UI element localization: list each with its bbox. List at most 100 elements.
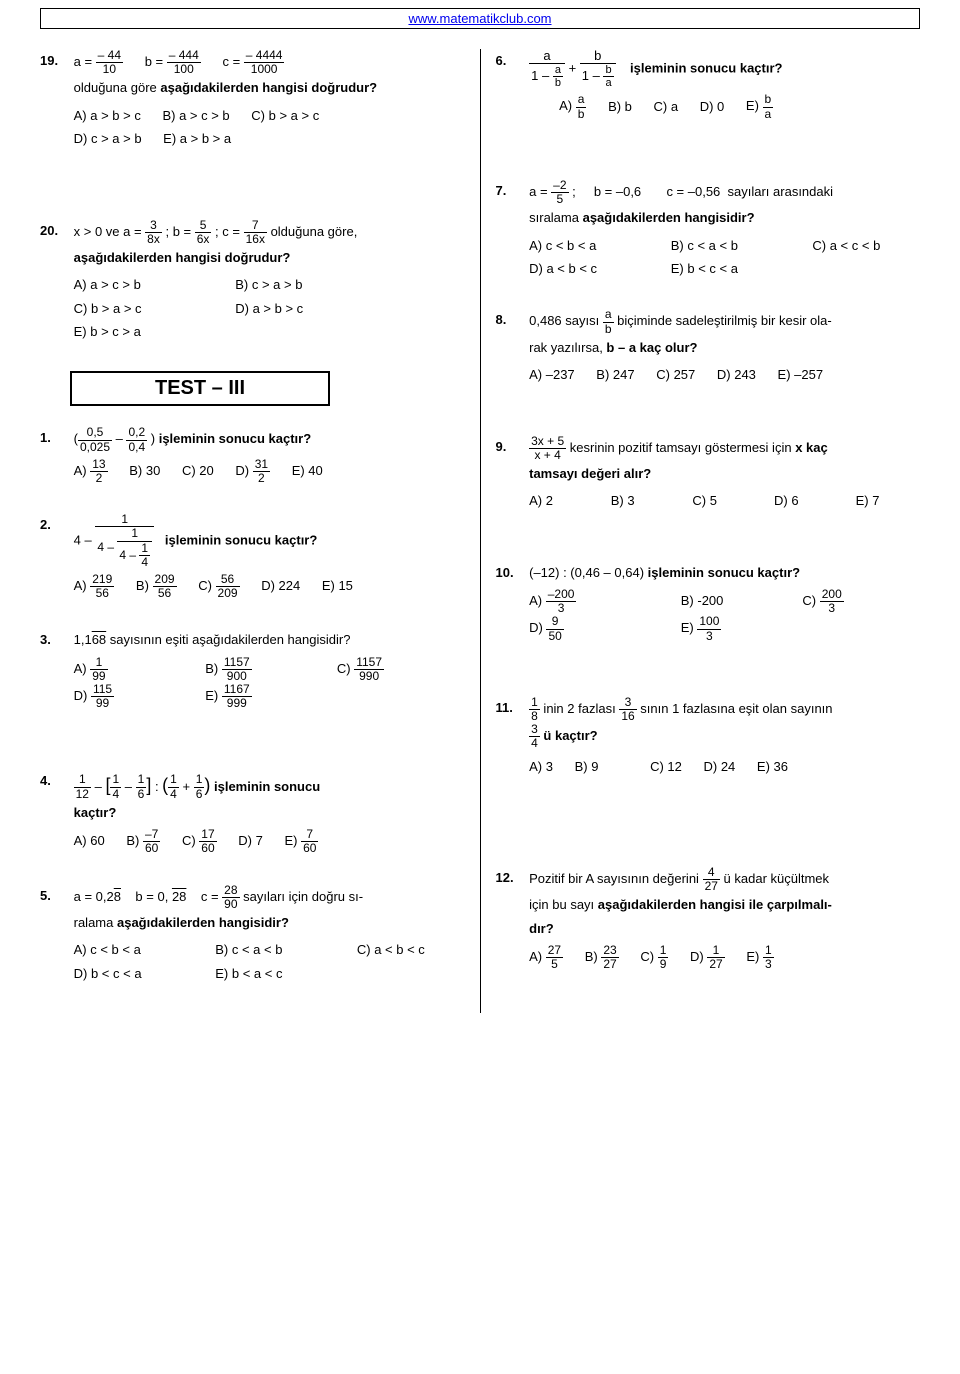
t4-body: 112 – [14 – 16] : (14 + 16) işleminin so… [74,769,464,856]
t2-B: B) 20956 [136,573,177,600]
q8-D: D) 243 [717,363,756,386]
q20-B: B) c > a > b [235,273,302,296]
q9-D: D) 6 [774,489,834,512]
q10-D: D) 950 [529,615,659,642]
t4-A: A) 60 [74,829,105,852]
question-t1: 1. (0,50,025 – 0,20,4 ) işleminin sonucu… [40,426,465,485]
q7-body: a = –25 ; b = –0,6 c = –0,56 sayıları ar… [529,179,919,281]
question-9: 9. 3x + 5x + 4 kesrinin pozitif tamsayı … [496,435,921,513]
q9-E: E) 7 [856,489,880,512]
q8-number: 8. [496,308,526,331]
t3-C: C) 1157990 [337,656,384,683]
t4-B: B) –760 [126,828,160,855]
question-7: 7. a = –25 ; b = –0,6 c = –0,56 sayıları… [496,179,921,281]
q19-A: A) a > b > c [74,104,141,127]
q10-C: C) 2003 [802,588,843,615]
q6-B: B) b [608,95,632,118]
t3-A: A) 199 [74,656,184,683]
t3-body: 1,168 sayısının eşiti aşağıdakilerden ha… [74,628,464,710]
q20-number: 20. [40,219,70,242]
t5-body: a = 0,28 b = 0, 28 c = 2890 sayıları içi… [74,884,464,986]
q12-D: D) 127 [690,944,725,971]
q11-D: D) 24 [703,755,735,778]
t5-B: B) c < a < b [215,938,335,961]
t5-A: A) c < b < a [74,938,194,961]
q6-A: A) ab [559,93,586,120]
question-t2: 2. 4 – 1 4 – 1 4 – 14 [40,513,465,600]
q8-B: B) 247 [596,363,634,386]
t1-A: A) 132 [74,458,108,485]
q6-body: a 1 – ab + b 1 – ba işleminin sonucu kaç… [529,49,919,121]
t1-E: E) 40 [292,459,323,482]
q7-C: C) a < c < b [812,234,880,257]
q19-E: E) a > b > a [163,127,231,150]
q8-E: E) –257 [778,363,824,386]
q9-number: 9. [496,435,526,458]
header-box: www.matematikclub.com [40,8,920,29]
q12-number: 12. [496,866,526,889]
q7-D: D) a < b < c [529,257,649,280]
t3-D: D) 11599 [74,683,184,710]
q10-A: A) –2003 [529,588,659,615]
t2-number: 2. [40,513,70,536]
q19-line: olduğuna göre [74,80,161,95]
q20-line2: aşağıdakilerden hangisi doğrudur? [74,250,291,265]
q8-A: A) –237 [529,363,575,386]
t3-number: 3. [40,628,70,651]
t3-E: E) 1167999 [205,683,251,710]
q7-number: 7. [496,179,526,202]
q6-E: E) ba [746,93,773,120]
question-t3: 3. 1,168 sayısının eşiti aşağıdakilerden… [40,628,465,710]
q10-body: (–12) : (0,46 – 0,64) işleminin sonucu k… [529,561,919,643]
q7-A: A) c < b < a [529,234,649,257]
t5-D: D) b < c < a [74,962,194,985]
question-10: 10. (–12) : (0,46 – 0,64) işleminin sonu… [496,561,921,643]
t1-C: C) 20 [182,459,214,482]
q20-body: x > 0 ve a = 38x ; b = 56x ; c = 716x ol… [74,219,464,344]
q19-number: 19. [40,49,70,72]
question-19: 19. a = – 4410 b = – 444100 c = – 444410… [40,49,465,151]
q12-body: Pozitif bir A sayısının değerini 427 ü k… [529,866,919,972]
t5-number: 5. [40,884,70,907]
q12-A: A) 275 [529,944,563,971]
left-column: 19. a = – 4410 b = – 444100 c = – 444410… [30,49,475,1013]
q20-C: C) b > a > c [74,297,214,320]
q9-B: B) 3 [611,489,671,512]
q6-D: D) 0 [700,95,725,118]
q10-B: B) -200 [681,589,781,612]
test-title-box: TEST – III [70,371,330,406]
t1-number: 1. [40,426,70,449]
q20-E: E) b > c > a [74,320,141,343]
t5-E: E) b < a < c [215,962,282,985]
q19-body: a = – 4410 b = – 444100 c = – 44441000 o… [74,49,464,151]
q9-A: A) 2 [529,489,589,512]
header-link[interactable]: www.matematikclub.com [408,11,551,26]
question-8: 8. 0,486 sayısı ab biçiminde sadeleştiri… [496,308,921,386]
t2-C: C) 56209 [198,573,239,600]
question-t5: 5. a = 0,28 b = 0, 28 c = 2890 sayıları … [40,884,465,986]
q11-body: 18 inin 2 fazlası 316 sının 1 fazlasına … [529,696,919,778]
columns: 19. a = – 4410 b = – 444100 c = – 444410… [0,49,960,1013]
q11-C: C) 12 [650,755,682,778]
q7-B: B) c < a < b [671,234,791,257]
question-12: 12. Pozitif bir A sayısının değerini 427… [496,866,921,972]
question-11: 11. 18 inin 2 fazlası 316 sının 1 fazlas… [496,696,921,778]
t2-body: 4 – 1 4 – 1 4 – 14 [74,513,464,600]
q19-B: B) a > c > b [162,104,229,127]
q8-body: 0,486 sayısı ab biçiminde sadeleştirilmi… [529,308,919,386]
q6-C: C) a [654,95,679,118]
t2-D: D) 224 [261,574,300,597]
q10-E: E) 1003 [681,615,722,642]
question-t4: 4. 112 – [14 – 16] : (14 + 16) işleminin… [40,769,465,856]
q19-C: C) b > a > c [251,104,319,127]
t2-E: E) 15 [322,574,353,597]
t1-D: D) 312 [235,458,270,485]
q11-number: 11. [496,696,526,719]
t4-number: 4. [40,769,70,792]
t5-C: C) a < b < c [357,938,425,961]
q19-D: D) c > a > b [74,127,142,150]
q20-A: A) a > c > b [74,273,214,296]
q9-C: C) 5 [692,489,752,512]
q11-B: B) 9 [575,755,599,778]
column-divider [480,49,481,1013]
